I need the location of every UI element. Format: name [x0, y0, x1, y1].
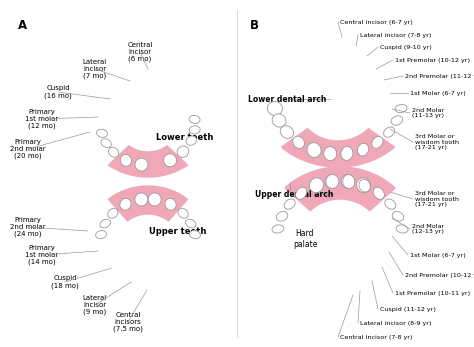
- Text: Central
incisor
(6 mo): Central incisor (6 mo): [128, 42, 153, 62]
- Ellipse shape: [120, 198, 131, 210]
- Text: Primary
2nd molar
(24 mo): Primary 2nd molar (24 mo): [10, 217, 46, 237]
- Ellipse shape: [190, 230, 201, 239]
- Ellipse shape: [108, 208, 118, 218]
- Text: Primary
1st molar
(14 mo): Primary 1st molar (14 mo): [26, 245, 59, 265]
- Ellipse shape: [276, 212, 288, 221]
- Text: Lateral incisor (8-9 yr): Lateral incisor (8-9 yr): [360, 321, 431, 325]
- Ellipse shape: [343, 175, 355, 188]
- Ellipse shape: [372, 136, 383, 148]
- Text: A: A: [18, 19, 27, 32]
- Text: Upper teeth: Upper teeth: [149, 228, 207, 237]
- Ellipse shape: [293, 136, 304, 149]
- Polygon shape: [109, 146, 188, 177]
- Ellipse shape: [341, 146, 353, 160]
- Text: Hard
palate: Hard palate: [293, 229, 317, 249]
- Ellipse shape: [359, 179, 370, 192]
- Ellipse shape: [272, 225, 284, 233]
- Text: Cuspid
(18 mo): Cuspid (18 mo): [51, 275, 79, 289]
- Text: 3rd Molar or
wisdom tooth
(17-21 yr): 3rd Molar or wisdom tooth (17-21 yr): [415, 191, 459, 207]
- Text: Upper dental arch: Upper dental arch: [255, 189, 333, 198]
- Text: Cuspid
(16 mo): Cuspid (16 mo): [44, 85, 72, 99]
- Ellipse shape: [135, 158, 148, 171]
- Ellipse shape: [272, 114, 286, 127]
- Ellipse shape: [280, 126, 293, 138]
- Polygon shape: [285, 167, 395, 211]
- Ellipse shape: [135, 193, 148, 206]
- Text: 1st Premolar (10-12 yr): 1st Premolar (10-12 yr): [395, 58, 470, 62]
- Ellipse shape: [324, 146, 337, 161]
- Ellipse shape: [96, 230, 107, 239]
- Ellipse shape: [189, 126, 200, 134]
- Text: Lower teeth: Lower teeth: [156, 133, 214, 142]
- Text: Central incisor (7-8 yr): Central incisor (7-8 yr): [340, 335, 412, 339]
- Text: 2nd Premolar (11-12 yr): 2nd Premolar (11-12 yr): [405, 74, 474, 78]
- Ellipse shape: [120, 154, 132, 166]
- Text: 1st Molar (6-7 yr): 1st Molar (6-7 yr): [410, 253, 466, 257]
- Ellipse shape: [308, 143, 318, 156]
- Ellipse shape: [325, 175, 337, 188]
- Ellipse shape: [395, 104, 407, 113]
- Ellipse shape: [284, 199, 295, 209]
- Ellipse shape: [391, 116, 403, 125]
- Ellipse shape: [385, 199, 396, 209]
- Ellipse shape: [186, 136, 197, 145]
- Polygon shape: [109, 186, 188, 221]
- Ellipse shape: [178, 208, 188, 218]
- Ellipse shape: [373, 187, 384, 199]
- Ellipse shape: [357, 143, 369, 156]
- Ellipse shape: [296, 187, 307, 199]
- Ellipse shape: [383, 127, 395, 137]
- Ellipse shape: [307, 143, 321, 158]
- Ellipse shape: [341, 175, 354, 188]
- Ellipse shape: [392, 212, 404, 221]
- Ellipse shape: [325, 147, 334, 159]
- Text: Central
incisors
(7.5 mo): Central incisors (7.5 mo): [113, 312, 143, 332]
- Ellipse shape: [396, 225, 408, 233]
- Polygon shape: [282, 129, 394, 167]
- Ellipse shape: [356, 178, 371, 193]
- Ellipse shape: [310, 179, 321, 192]
- Ellipse shape: [97, 129, 108, 137]
- Ellipse shape: [177, 146, 189, 158]
- Ellipse shape: [310, 178, 323, 193]
- Ellipse shape: [100, 219, 110, 228]
- Text: 3rd Molar or
wisdom tooth
(17-21 yr): 3rd Molar or wisdom tooth (17-21 yr): [415, 134, 459, 150]
- Ellipse shape: [101, 139, 111, 147]
- Ellipse shape: [358, 144, 366, 156]
- Text: Lateral
incisor
(7 mo): Lateral incisor (7 mo): [83, 59, 107, 79]
- Text: Lateral incisor (7-8 yr): Lateral incisor (7-8 yr): [360, 33, 431, 37]
- Ellipse shape: [185, 219, 196, 228]
- Text: Central incisor (6-7 yr): Central incisor (6-7 yr): [340, 19, 413, 25]
- Ellipse shape: [165, 198, 176, 210]
- Text: 2nd Molar
(12-13 yr): 2nd Molar (12-13 yr): [412, 223, 444, 235]
- Ellipse shape: [109, 147, 118, 157]
- Text: 2nd Molar
(11-13 yr): 2nd Molar (11-13 yr): [412, 108, 444, 118]
- Text: Primary
2nd molar
(20 mo): Primary 2nd molar (20 mo): [10, 139, 46, 159]
- Ellipse shape: [267, 102, 283, 116]
- Ellipse shape: [164, 154, 177, 167]
- Text: Lateral
incisor
(9 mo): Lateral incisor (9 mo): [83, 295, 107, 315]
- Text: Cuspid (11-12 yr): Cuspid (11-12 yr): [380, 306, 436, 312]
- Text: Cuspid (9-10 yr): Cuspid (9-10 yr): [380, 44, 432, 50]
- Ellipse shape: [148, 193, 161, 206]
- Ellipse shape: [341, 147, 350, 160]
- Ellipse shape: [326, 175, 339, 188]
- Text: 1st Premolar (10-11 yr): 1st Premolar (10-11 yr): [395, 290, 470, 296]
- Text: Lower dental arch: Lower dental arch: [248, 94, 327, 103]
- Ellipse shape: [189, 116, 200, 124]
- Text: 2nd Premolar (10-12 yr): 2nd Premolar (10-12 yr): [405, 272, 474, 278]
- Text: Primary
1st molar
(12 mo): Primary 1st molar (12 mo): [26, 109, 59, 129]
- Text: 1st Molar (6-7 yr): 1st Molar (6-7 yr): [410, 91, 466, 95]
- Text: B: B: [250, 19, 259, 32]
